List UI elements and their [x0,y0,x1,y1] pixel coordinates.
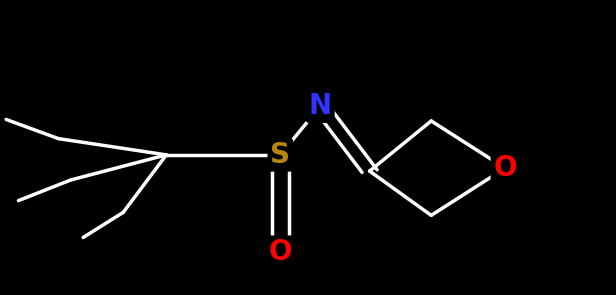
Text: S: S [270,141,290,169]
Text: O: O [269,238,292,266]
Text: O: O [493,154,517,182]
Text: N: N [309,92,332,120]
